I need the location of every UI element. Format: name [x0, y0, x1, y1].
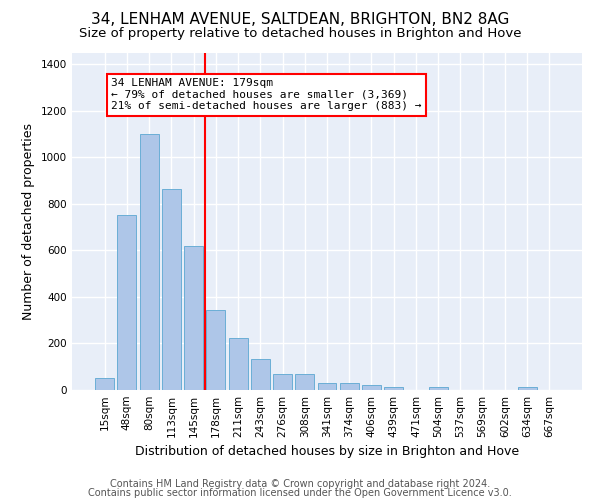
Text: Contains public sector information licensed under the Open Government Licence v3: Contains public sector information licen…	[88, 488, 512, 498]
Bar	[184, 246, 203, 390]
Bar	[162, 188, 181, 390]
Bar	[518, 387, 536, 390]
Text: Contains HM Land Registry data © Crown copyright and database right 2024.: Contains HM Land Registry data © Crown c…	[110, 479, 490, 489]
Bar	[340, 383, 359, 390]
Bar	[251, 358, 270, 390]
Bar	[429, 387, 448, 390]
Y-axis label: Number of detached properties: Number of detached properties	[22, 122, 35, 320]
Text: 34 LENHAM AVENUE: 179sqm
← 79% of detached houses are smaller (3,369)
21% of sem: 34 LENHAM AVENUE: 179sqm ← 79% of detach…	[112, 78, 422, 112]
X-axis label: Distribution of detached houses by size in Brighton and Hove: Distribution of detached houses by size …	[135, 446, 519, 458]
Bar	[362, 385, 381, 390]
Bar	[273, 374, 292, 390]
Bar	[95, 378, 114, 390]
Text: Size of property relative to detached houses in Brighton and Hove: Size of property relative to detached ho…	[79, 28, 521, 40]
Bar	[206, 310, 225, 390]
Text: 34, LENHAM AVENUE, SALTDEAN, BRIGHTON, BN2 8AG: 34, LENHAM AVENUE, SALTDEAN, BRIGHTON, B…	[91, 12, 509, 28]
Bar	[229, 338, 248, 390]
Bar	[118, 216, 136, 390]
Bar	[384, 386, 403, 390]
Bar	[317, 382, 337, 390]
Bar	[140, 134, 158, 390]
Bar	[295, 374, 314, 390]
